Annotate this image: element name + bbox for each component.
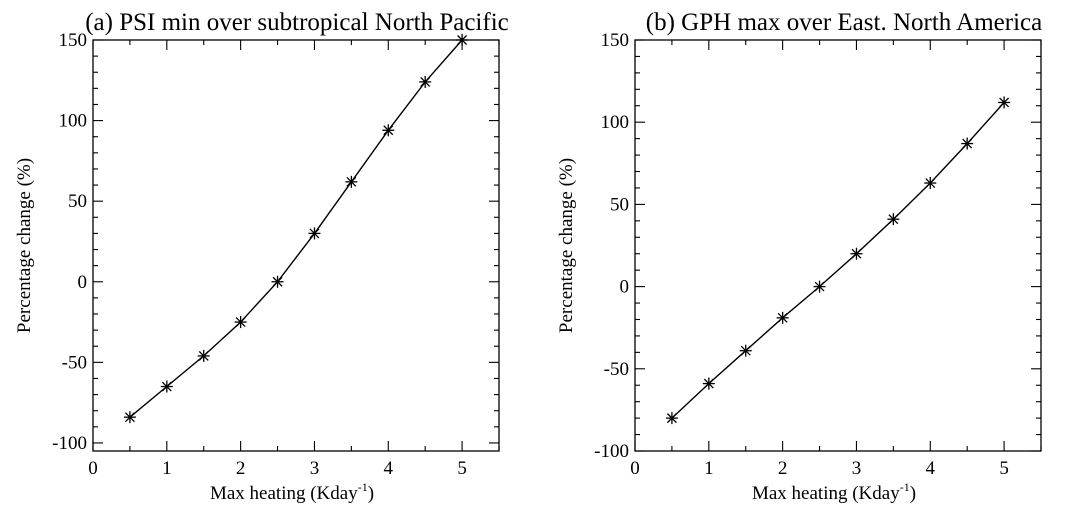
y-tick-label: 50 (610, 194, 629, 215)
plot-frame (92, 39, 500, 452)
data-point-marker (739, 344, 752, 357)
data-point-marker (308, 227, 321, 240)
y-tick-label: 50 (68, 191, 87, 212)
x-tick-label: 2 (236, 458, 246, 479)
chart-panel-b: (b) GPH max over East. North America 0 1 2 3… (556, 9, 1042, 504)
y-axis-label: Percentage change (%) (14, 158, 35, 333)
data-point-marker (234, 316, 247, 329)
y-axis-label: Percentage change (%) (556, 158, 577, 333)
chart-panel-a: (a) PSI min over subtropical North Pacif… (14, 9, 509, 504)
y-tick-label: 0 (620, 277, 630, 298)
x-tick-label: 5 (999, 458, 1009, 479)
data-point-marker (123, 411, 136, 424)
x-tick-label: 3 (852, 458, 862, 479)
data-point-marker (665, 412, 678, 425)
x-tick-label: 2 (778, 458, 788, 479)
x-tick-label: 1 (162, 458, 172, 479)
y-tick-label: 150 (59, 30, 88, 51)
data-point-marker (850, 247, 863, 260)
data-point-marker (924, 177, 937, 190)
chart-title: (a) PSI min over subtropical North Pacif… (85, 9, 509, 36)
data-point-marker (382, 124, 395, 137)
x-tick-label: 0 (630, 458, 640, 479)
x-tick-label: 5 (457, 458, 467, 479)
x-axis-label: Max heating (Kday-1) (210, 480, 374, 504)
data-point-marker (419, 75, 432, 88)
x-axis-label: Max heating (Kday-1) (752, 480, 916, 504)
chart-title: (b) GPH max over East. North America (646, 9, 1042, 36)
y-tick-label: -100 (594, 441, 629, 462)
y-tick-label: 150 (601, 30, 630, 51)
data-point-marker (456, 34, 469, 46)
y-tick-label: 100 (59, 111, 88, 132)
x-tick-label: 3 (310, 458, 320, 479)
x-tick-label: 0 (88, 458, 98, 479)
y-tick-label: -100 (52, 433, 87, 454)
data-point-marker (998, 96, 1011, 109)
series-line (129, 39, 463, 418)
x-tick-label: 4 (926, 458, 936, 479)
data-point-marker (160, 380, 173, 393)
y-tick-label: -50 (62, 352, 87, 373)
data-point-marker (702, 377, 715, 390)
series-line (671, 102, 1005, 419)
x-tick-label: 1 (704, 458, 714, 479)
data-point-marker (271, 275, 284, 288)
data-point-marker (813, 280, 826, 293)
data-point-marker (197, 349, 210, 362)
data-point-marker (345, 175, 358, 188)
plot-frame (634, 39, 1042, 452)
y-tick-label: 0 (78, 272, 88, 293)
x-tick-label: 4 (384, 458, 394, 479)
data-point-marker (776, 311, 789, 324)
y-tick-label: -50 (604, 359, 629, 380)
data-point-marker (887, 213, 900, 226)
data-point-marker (961, 137, 974, 150)
y-tick-label: 100 (601, 112, 630, 133)
